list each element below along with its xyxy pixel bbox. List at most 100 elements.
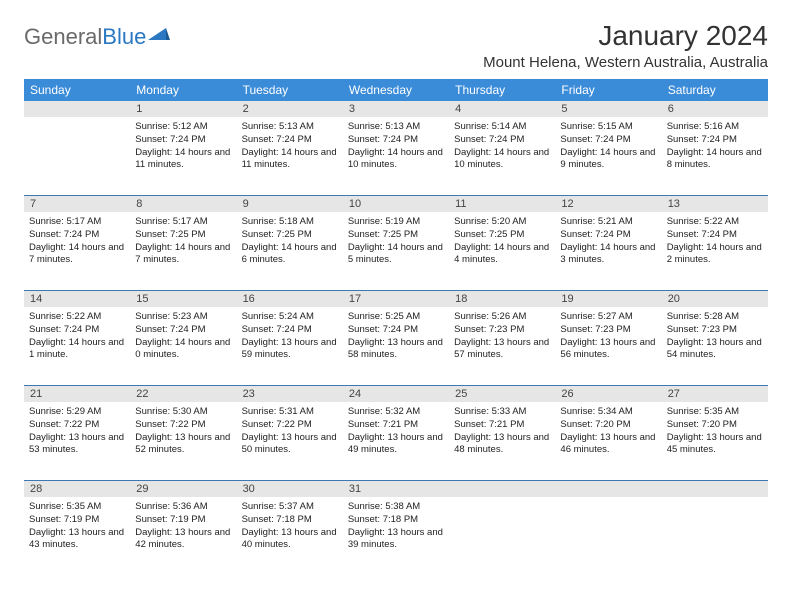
sunrise-text: Sunrise: 5:14 AM bbox=[454, 121, 550, 134]
daylight-text: Daylight: 13 hours and 54 minutes. bbox=[667, 337, 763, 363]
sunset-text: Sunset: 7:24 PM bbox=[135, 324, 231, 337]
day-number: 2 bbox=[237, 101, 343, 117]
day-number: 3 bbox=[343, 101, 449, 117]
logo: GeneralBlue bbox=[24, 20, 170, 50]
sunset-text: Sunset: 7:24 PM bbox=[348, 324, 444, 337]
day-number: 31 bbox=[343, 481, 449, 497]
logo-text-1: General bbox=[24, 24, 102, 50]
day-cell: Sunrise: 5:17 AMSunset: 7:25 PMDaylight:… bbox=[130, 212, 236, 290]
day-cell: Sunrise: 5:20 AMSunset: 7:25 PMDaylight:… bbox=[449, 212, 555, 290]
sunset-text: Sunset: 7:25 PM bbox=[242, 229, 338, 242]
sunset-text: Sunset: 7:25 PM bbox=[454, 229, 550, 242]
daylight-text: Daylight: 13 hours and 50 minutes. bbox=[242, 432, 338, 458]
day-cell bbox=[662, 497, 768, 575]
day-number: 7 bbox=[24, 196, 130, 212]
sunrise-text: Sunrise: 5:35 AM bbox=[667, 406, 763, 419]
sunset-text: Sunset: 7:20 PM bbox=[560, 419, 656, 432]
day-number: 25 bbox=[449, 386, 555, 402]
header: GeneralBlue January 2024 Mount Helena, W… bbox=[24, 20, 768, 71]
week-row: Sunrise: 5:22 AMSunset: 7:24 PMDaylight:… bbox=[24, 307, 768, 386]
day-number: 16 bbox=[237, 291, 343, 307]
day-cell: Sunrise: 5:30 AMSunset: 7:22 PMDaylight:… bbox=[130, 402, 236, 480]
day-number bbox=[24, 101, 130, 117]
daylight-text: Daylight: 13 hours and 49 minutes. bbox=[348, 432, 444, 458]
day-number-row: 123456 bbox=[24, 101, 768, 117]
sunset-text: Sunset: 7:20 PM bbox=[667, 419, 763, 432]
daylight-text: Daylight: 13 hours and 40 minutes. bbox=[242, 527, 338, 553]
sunrise-text: Sunrise: 5:32 AM bbox=[348, 406, 444, 419]
day-number-row: 14151617181920 bbox=[24, 291, 768, 307]
day-number: 29 bbox=[130, 481, 236, 497]
sunrise-text: Sunrise: 5:35 AM bbox=[29, 501, 125, 514]
day-cell: Sunrise: 5:14 AMSunset: 7:24 PMDaylight:… bbox=[449, 117, 555, 195]
page-title: January 2024 bbox=[483, 20, 768, 52]
day-number bbox=[555, 481, 661, 497]
day-number: 23 bbox=[237, 386, 343, 402]
sunset-text: Sunset: 7:24 PM bbox=[242, 134, 338, 147]
sunrise-text: Sunrise: 5:24 AM bbox=[242, 311, 338, 324]
sunset-text: Sunset: 7:25 PM bbox=[135, 229, 231, 242]
daylight-text: Daylight: 14 hours and 9 minutes. bbox=[560, 147, 656, 173]
day-number: 5 bbox=[555, 101, 661, 117]
day-cell: Sunrise: 5:12 AMSunset: 7:24 PMDaylight:… bbox=[130, 117, 236, 195]
day-cell: Sunrise: 5:26 AMSunset: 7:23 PMDaylight:… bbox=[449, 307, 555, 385]
title-block: January 2024 Mount Helena, Western Austr… bbox=[483, 20, 768, 71]
daylight-text: Daylight: 13 hours and 59 minutes. bbox=[242, 337, 338, 363]
sunset-text: Sunset: 7:23 PM bbox=[560, 324, 656, 337]
sunset-text: Sunset: 7:18 PM bbox=[242, 514, 338, 527]
sunset-text: Sunset: 7:22 PM bbox=[135, 419, 231, 432]
day-cell: Sunrise: 5:19 AMSunset: 7:25 PMDaylight:… bbox=[343, 212, 449, 290]
sunset-text: Sunset: 7:24 PM bbox=[560, 134, 656, 147]
day-cell: Sunrise: 5:35 AMSunset: 7:19 PMDaylight:… bbox=[24, 497, 130, 575]
day-header-cell: Thursday bbox=[449, 79, 555, 101]
day-number-row: 21222324252627 bbox=[24, 386, 768, 402]
sunrise-text: Sunrise: 5:21 AM bbox=[560, 216, 656, 229]
day-cell: Sunrise: 5:23 AMSunset: 7:24 PMDaylight:… bbox=[130, 307, 236, 385]
daylight-text: Daylight: 14 hours and 1 minute. bbox=[29, 337, 125, 363]
sunrise-text: Sunrise: 5:27 AM bbox=[560, 311, 656, 324]
sunrise-text: Sunrise: 5:26 AM bbox=[454, 311, 550, 324]
sunset-text: Sunset: 7:21 PM bbox=[348, 419, 444, 432]
day-header-cell: Tuesday bbox=[237, 79, 343, 101]
sunrise-text: Sunrise: 5:19 AM bbox=[348, 216, 444, 229]
day-cell bbox=[449, 497, 555, 575]
sunset-text: Sunset: 7:24 PM bbox=[560, 229, 656, 242]
day-number: 9 bbox=[237, 196, 343, 212]
sunset-text: Sunset: 7:23 PM bbox=[454, 324, 550, 337]
daylight-text: Daylight: 14 hours and 3 minutes. bbox=[560, 242, 656, 268]
day-number: 13 bbox=[662, 196, 768, 212]
day-header-cell: Monday bbox=[130, 79, 236, 101]
week-row: Sunrise: 5:29 AMSunset: 7:22 PMDaylight:… bbox=[24, 402, 768, 481]
sunset-text: Sunset: 7:22 PM bbox=[242, 419, 338, 432]
day-number: 20 bbox=[662, 291, 768, 307]
week-row: Sunrise: 5:35 AMSunset: 7:19 PMDaylight:… bbox=[24, 497, 768, 575]
day-header-cell: Saturday bbox=[662, 79, 768, 101]
day-cell: Sunrise: 5:22 AMSunset: 7:24 PMDaylight:… bbox=[24, 307, 130, 385]
sunrise-text: Sunrise: 5:23 AM bbox=[135, 311, 231, 324]
sunset-text: Sunset: 7:24 PM bbox=[29, 229, 125, 242]
daylight-text: Daylight: 13 hours and 42 minutes. bbox=[135, 527, 231, 553]
day-number: 6 bbox=[662, 101, 768, 117]
day-number-row: 78910111213 bbox=[24, 196, 768, 212]
day-cell: Sunrise: 5:25 AMSunset: 7:24 PMDaylight:… bbox=[343, 307, 449, 385]
day-cell: Sunrise: 5:22 AMSunset: 7:24 PMDaylight:… bbox=[662, 212, 768, 290]
daylight-text: Daylight: 14 hours and 5 minutes. bbox=[348, 242, 444, 268]
sunrise-text: Sunrise: 5:31 AM bbox=[242, 406, 338, 419]
day-number: 27 bbox=[662, 386, 768, 402]
sunrise-text: Sunrise: 5:16 AM bbox=[667, 121, 763, 134]
logo-triangle-icon bbox=[148, 20, 170, 46]
day-cell: Sunrise: 5:32 AMSunset: 7:21 PMDaylight:… bbox=[343, 402, 449, 480]
sunrise-text: Sunrise: 5:12 AM bbox=[135, 121, 231, 134]
daylight-text: Daylight: 13 hours and 58 minutes. bbox=[348, 337, 444, 363]
sunset-text: Sunset: 7:18 PM bbox=[348, 514, 444, 527]
sunrise-text: Sunrise: 5:15 AM bbox=[560, 121, 656, 134]
day-cell bbox=[555, 497, 661, 575]
day-number-row: 28293031 bbox=[24, 481, 768, 497]
sunset-text: Sunset: 7:19 PM bbox=[135, 514, 231, 527]
day-number: 14 bbox=[24, 291, 130, 307]
week-row: Sunrise: 5:17 AMSunset: 7:24 PMDaylight:… bbox=[24, 212, 768, 291]
day-number: 10 bbox=[343, 196, 449, 212]
day-cell: Sunrise: 5:35 AMSunset: 7:20 PMDaylight:… bbox=[662, 402, 768, 480]
daylight-text: Daylight: 14 hours and 8 minutes. bbox=[667, 147, 763, 173]
sunrise-text: Sunrise: 5:34 AM bbox=[560, 406, 656, 419]
